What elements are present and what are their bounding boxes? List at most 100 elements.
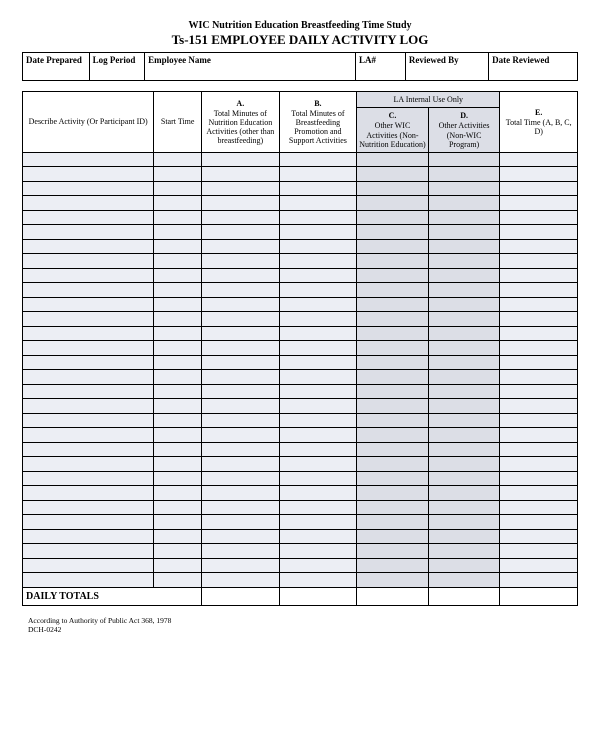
cell (500, 384, 578, 399)
table-row (23, 341, 578, 356)
cell (500, 196, 578, 211)
cell (428, 529, 500, 544)
table-row (23, 442, 578, 457)
cell (357, 500, 429, 515)
table-row (23, 225, 578, 240)
cell (500, 370, 578, 385)
page-title: Ts-151 EMPLOYEE DAILY ACTIVITY LOG (22, 32, 578, 48)
label-la-number: LA# (355, 53, 405, 81)
cell (279, 196, 357, 211)
cell (154, 428, 202, 443)
table-row (23, 384, 578, 399)
cell (500, 181, 578, 196)
cell (23, 196, 154, 211)
cell (428, 341, 500, 356)
total-c (357, 587, 429, 605)
cell (202, 239, 280, 254)
cell (357, 486, 429, 501)
cell (428, 573, 500, 588)
cell (202, 544, 280, 559)
cell (357, 152, 429, 167)
cell (500, 167, 578, 182)
cell (202, 355, 280, 370)
cell (202, 428, 280, 443)
col-start: Start Time (154, 92, 202, 153)
cell (23, 544, 154, 559)
cell (428, 355, 500, 370)
table-row (23, 326, 578, 341)
cell (357, 210, 429, 225)
cell (428, 312, 500, 327)
cell (202, 312, 280, 327)
cell (500, 428, 578, 443)
cell (154, 225, 202, 240)
cell (279, 326, 357, 341)
cell (154, 558, 202, 573)
label-log-period: Log Period (89, 53, 145, 81)
col-la-banner: LA Internal Use Only (357, 92, 500, 108)
cell (202, 152, 280, 167)
cell (428, 297, 500, 312)
cell (500, 341, 578, 356)
cell (202, 181, 280, 196)
cell (357, 384, 429, 399)
total-b (279, 587, 357, 605)
cell (279, 457, 357, 472)
col-c: C. Other WIC Activities (Non-Nutrition E… (357, 108, 429, 153)
cell (428, 210, 500, 225)
table-row (23, 196, 578, 211)
cell (279, 529, 357, 544)
cell (428, 428, 500, 443)
cell (500, 268, 578, 283)
cell (357, 181, 429, 196)
table-row (23, 413, 578, 428)
cell (500, 210, 578, 225)
cell (23, 210, 154, 225)
total-e (500, 587, 578, 605)
cell (357, 196, 429, 211)
cell (202, 515, 280, 530)
cell (357, 413, 429, 428)
cell (500, 399, 578, 414)
table-row (23, 297, 578, 312)
cell (23, 283, 154, 298)
cell (23, 312, 154, 327)
cell (279, 167, 357, 182)
cell (500, 413, 578, 428)
col-describe: Describe Activity (Or Participant ID) (23, 92, 154, 153)
table-row (23, 355, 578, 370)
cell (279, 268, 357, 283)
daily-totals-label: DAILY TOTALS (23, 587, 202, 605)
cell (23, 442, 154, 457)
cell (154, 544, 202, 559)
cell (23, 181, 154, 196)
cell (154, 529, 202, 544)
table-row (23, 239, 578, 254)
cell (357, 283, 429, 298)
cell (357, 225, 429, 240)
table-row (23, 529, 578, 544)
cell (428, 239, 500, 254)
cell (279, 515, 357, 530)
cell (23, 355, 154, 370)
cell (154, 167, 202, 182)
cell (23, 573, 154, 588)
cell (428, 326, 500, 341)
cell (202, 486, 280, 501)
cell (500, 471, 578, 486)
cell (357, 428, 429, 443)
cell (500, 515, 578, 530)
cell (357, 326, 429, 341)
cell (154, 471, 202, 486)
cell (500, 573, 578, 588)
table-row (23, 486, 578, 501)
cell (202, 370, 280, 385)
cell (279, 442, 357, 457)
cell (23, 225, 154, 240)
cell (202, 225, 280, 240)
table-row (23, 515, 578, 530)
cell (279, 471, 357, 486)
cell (154, 573, 202, 588)
cell (279, 558, 357, 573)
cell (154, 500, 202, 515)
